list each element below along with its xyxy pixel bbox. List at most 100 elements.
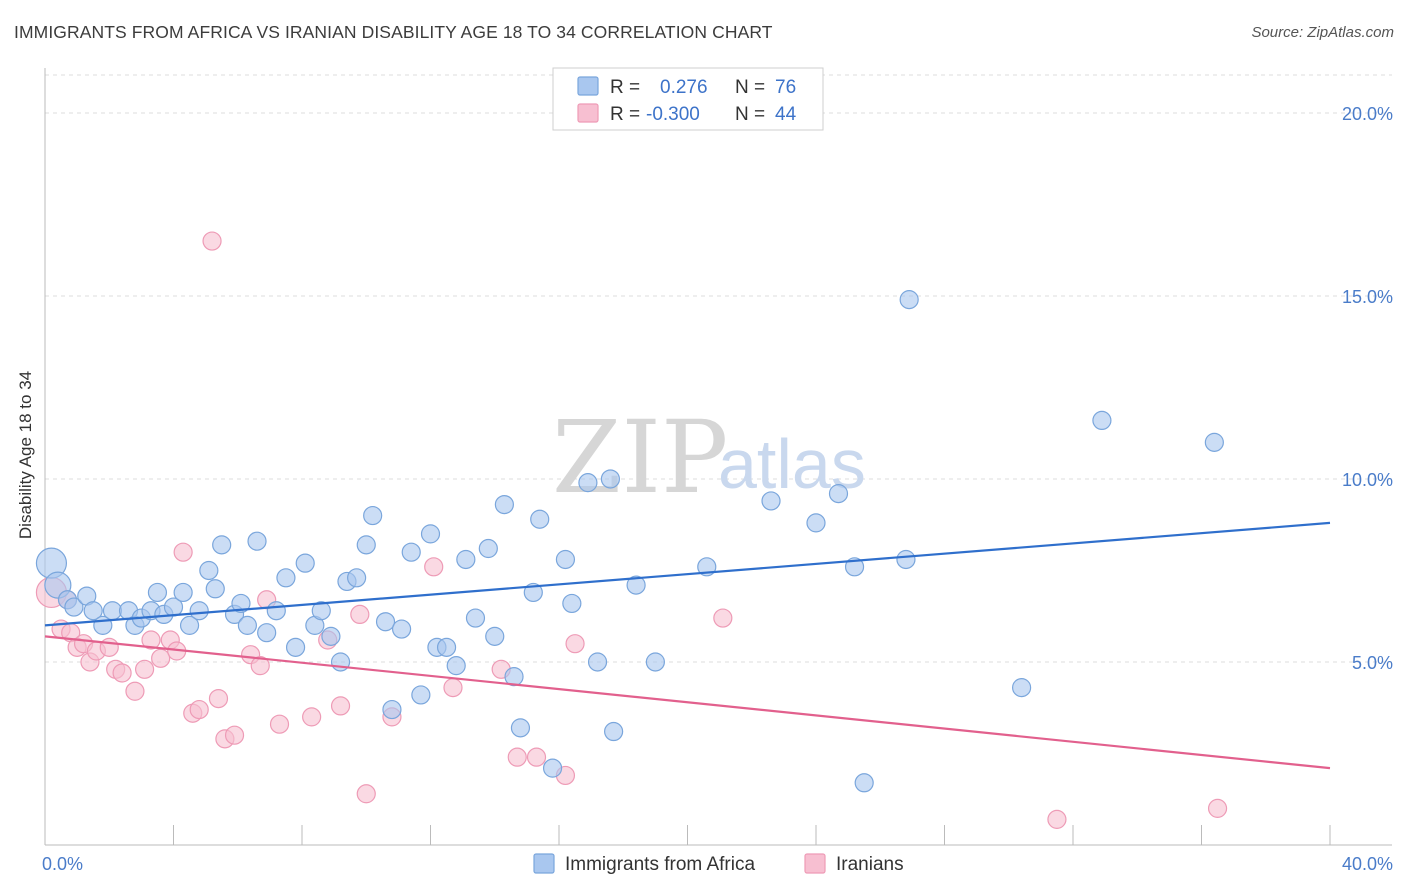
africa-point (899, 290, 919, 310)
africa-point (411, 685, 431, 705)
iranians-point (526, 747, 547, 767)
africa-point (587, 652, 608, 672)
africa-point (363, 505, 383, 526)
africa-point (854, 773, 874, 793)
africa-point (828, 484, 849, 504)
legend-r-label-iranians: R = (610, 104, 640, 125)
africa-point (600, 469, 621, 489)
africa-point (382, 699, 402, 720)
iranians-point (208, 688, 229, 709)
africa-point (237, 615, 257, 635)
africa-point (285, 637, 306, 657)
africa-point (494, 494, 514, 515)
legend-swatch-iranians (577, 103, 599, 123)
africa-point (456, 549, 476, 570)
africa-point (485, 626, 505, 646)
africa-point (626, 575, 646, 595)
africa-point (212, 535, 232, 555)
africa-point (478, 538, 498, 559)
africa-trend-line (44, 521, 1331, 627)
africa-point (604, 721, 624, 742)
africa-point (295, 553, 315, 573)
africa-point (542, 758, 563, 778)
africa-point (465, 608, 486, 628)
iranians-point (356, 784, 376, 804)
africa-point (321, 626, 341, 646)
africa-point (562, 593, 582, 614)
bottom-legend-africa: Immigrants from Africa (565, 854, 755, 875)
iranians-point (224, 725, 245, 745)
africa-point (761, 491, 781, 511)
africa-point (420, 524, 441, 544)
iranians-point (713, 608, 733, 628)
grid-lines (45, 74, 1392, 663)
africa-point (844, 557, 865, 577)
africa-point (231, 593, 251, 614)
legend-swatch-africa (577, 76, 599, 96)
iranians-point (202, 231, 222, 251)
iranians-point (424, 557, 444, 577)
africa-point (102, 601, 123, 621)
africa-point (1092, 410, 1112, 431)
bottom-legend-swatch-iranians (804, 853, 826, 874)
x-tick-labels: 0.0% 40.0% (42, 854, 1393, 874)
watermark: ZIP atlas (552, 399, 866, 516)
y-tick-label: 20.0% (1342, 104, 1393, 124)
top-legend: R = 0.276 N = 76 R = -0.300 N = 44 (552, 67, 824, 131)
legend-r-value-iranians: -0.300 (646, 104, 700, 125)
africa-point (375, 612, 396, 632)
chart-title: IMMIGRANTS FROM AFRICA VS IRANIAN DISABI… (14, 22, 773, 42)
africa-point (1204, 432, 1224, 452)
legend-n-label-africa: N = (735, 77, 765, 98)
africa-point (504, 667, 524, 687)
iranians-point (250, 656, 270, 676)
iranians-point (1047, 809, 1067, 829)
africa-point (189, 601, 209, 621)
africa-point (401, 542, 421, 562)
iranians-point (189, 699, 209, 720)
africa-point (205, 579, 225, 599)
iranians-point (350, 604, 370, 625)
africa-point (436, 637, 457, 657)
africa-point (347, 568, 367, 588)
iranians-point (151, 648, 171, 668)
x-tick-label: 0.0% (42, 854, 83, 874)
iranians-point (141, 630, 161, 650)
iranians-point (99, 637, 119, 657)
axes (44, 68, 1392, 846)
africa-point (247, 531, 267, 551)
africa-point (276, 568, 296, 588)
iranians-point (134, 659, 155, 679)
bottom-legend-iranians: Iranians (836, 854, 904, 875)
trend-lines (44, 521, 1331, 770)
iranians-point (330, 696, 351, 716)
iranians-point (125, 681, 145, 701)
africa-point (446, 656, 466, 676)
africa-point (555, 549, 576, 570)
africa-point (510, 718, 531, 738)
africa-point (64, 597, 84, 617)
africa-point (266, 601, 286, 621)
bottom-legend: Immigrants from Africa Iranians (533, 853, 904, 875)
y-tick-label: 10.0% (1342, 470, 1393, 490)
iranians-point (507, 747, 527, 767)
legend-n-label-iranians: N = (735, 104, 765, 125)
africa-point (530, 509, 550, 529)
africa-point (896, 549, 916, 570)
africa-point (179, 615, 200, 635)
africa-point (83, 601, 103, 621)
legend-r-value-africa: 0.276 (660, 77, 708, 98)
y-tick-label: 15.0% (1342, 287, 1393, 307)
africa-point (1011, 678, 1032, 698)
y-tick-label: 5.0% (1352, 653, 1393, 673)
legend-n-value-africa: 76 (775, 77, 796, 98)
africa-point (523, 582, 543, 603)
africa-point (173, 582, 193, 603)
legend-n-value-iranians: 44 (775, 104, 797, 125)
africa-point (257, 623, 277, 643)
x-tick-label: 40.0% (1342, 854, 1393, 874)
africa-point (578, 473, 598, 493)
africa-point (311, 601, 331, 621)
iranians-point (302, 707, 322, 727)
